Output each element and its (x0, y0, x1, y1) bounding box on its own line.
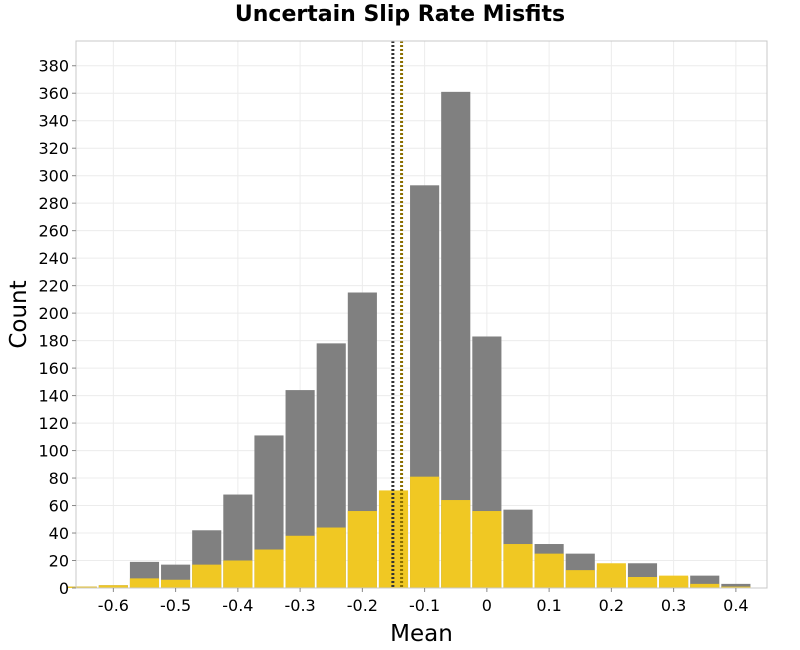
x-tick-label: -0.3 (284, 596, 315, 615)
bar-highlight (67, 586, 97, 588)
bar-highlight (410, 476, 440, 588)
y-tick-label: 340 (38, 112, 69, 131)
bar-highlight (223, 560, 253, 588)
bar-highlight (596, 563, 626, 588)
bar-highlight (161, 579, 191, 588)
bar-highlight (254, 549, 284, 588)
plot-frame (75, 40, 768, 589)
x-tick-label: 0.2 (599, 596, 624, 615)
x-tick-label: 0.3 (661, 596, 686, 615)
y-axis-label: Count (6, 280, 32, 348)
bar-highlight (192, 564, 222, 588)
bar-highlight (659, 575, 689, 588)
x-tick-label: -0.6 (98, 596, 129, 615)
y-tick-label: 240 (38, 249, 69, 268)
bar-highlight (98, 585, 128, 588)
bar-highlight (565, 570, 595, 588)
y-tick-label: 160 (38, 359, 69, 378)
bar-highlight (690, 583, 720, 588)
y-tick-label: 100 (38, 442, 69, 461)
x-axis-ticks: -0.6 -0.5 -0.4 -0.3 -0.2 -0.1 0 0.1 0.2 0.3 0.4 (98, 588, 749, 615)
y-tick-label: 360 (38, 84, 69, 103)
y-tick-label: 0 (59, 579, 69, 598)
bar-highlight (285, 535, 315, 588)
y-tick-label: 200 (38, 304, 69, 323)
x-tick-label: -0.5 (160, 596, 191, 615)
x-tick-label: -0.1 (409, 596, 440, 615)
bar-highlight (534, 553, 564, 588)
y-tick-label: 300 (38, 167, 69, 186)
y-tick-label: 220 (38, 277, 69, 296)
y-tick-label: 260 (38, 222, 69, 241)
x-tick-label: 0.1 (536, 596, 561, 615)
y-axis-ticks: 0 20 40 60 80 100 120 140 160 180 200 220 240 260 280 3… (38, 57, 76, 598)
y-tick-label: 140 (38, 387, 69, 406)
x-tick-label: -0.4 (222, 596, 253, 615)
y-tick-label: 60 (49, 497, 69, 516)
x-tick-label: -0.2 (347, 596, 378, 615)
y-tick-label: 20 (49, 552, 69, 571)
x-tick-label: 0 (482, 596, 492, 615)
y-tick-label: 320 (38, 139, 69, 158)
bar-highlight (721, 586, 751, 588)
bar-highlight (503, 544, 533, 588)
bar-highlight (316, 527, 346, 588)
bars-all-series (67, 91, 751, 589)
y-tick-label: 120 (38, 414, 69, 433)
x-axis-label: Mean (390, 621, 453, 647)
y-tick-label: 40 (49, 524, 69, 543)
x-tick-label: 0.4 (723, 596, 748, 615)
reference-lines (391, 41, 404, 588)
bar-highlight (129, 578, 160, 588)
y-tick-label: 280 (38, 194, 69, 213)
chart-title: Uncertain Slip Rate Misfits (234, 2, 566, 27)
y-tick-label: 380 (38, 57, 69, 76)
bar-highlight (627, 577, 658, 588)
bar-all (721, 583, 751, 588)
bar-highlight (347, 511, 377, 588)
bar-highlight (472, 511, 502, 588)
bar-highlight (441, 500, 471, 588)
y-tick-label: 180 (38, 332, 69, 351)
y-tick-label: 80 (49, 469, 69, 488)
